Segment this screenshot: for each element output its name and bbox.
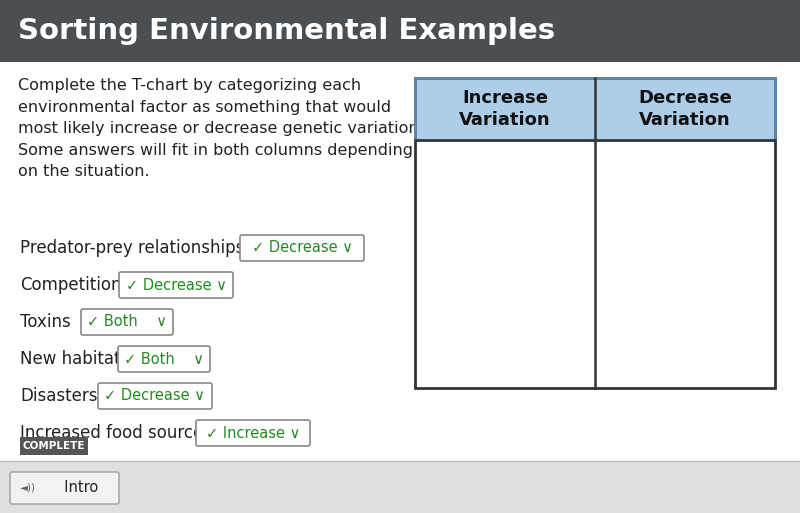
Text: ✓ Decrease ∨: ✓ Decrease ∨ [105,388,206,404]
FancyBboxPatch shape [0,0,800,62]
Text: ✓ Decrease ∨: ✓ Decrease ∨ [126,278,226,292]
Text: Increase
Variation: Increase Variation [459,89,551,129]
FancyBboxPatch shape [118,346,210,372]
FancyBboxPatch shape [10,472,119,504]
Text: Competition: Competition [20,276,122,294]
FancyBboxPatch shape [0,461,800,513]
FancyBboxPatch shape [20,437,88,455]
FancyBboxPatch shape [0,62,800,461]
FancyBboxPatch shape [415,78,775,140]
FancyBboxPatch shape [240,235,364,261]
FancyBboxPatch shape [81,309,173,335]
Text: ◄)): ◄)) [20,483,36,493]
FancyBboxPatch shape [98,383,212,409]
Text: Complete the T-chart by categorizing each
environmental factor as something that: Complete the T-chart by categorizing eac… [18,78,424,180]
Text: Disasters: Disasters [20,387,98,405]
Text: Decrease
Variation: Decrease Variation [638,89,732,129]
FancyBboxPatch shape [119,272,233,298]
Text: ✓ Both    ∨: ✓ Both ∨ [124,351,204,366]
Text: Predator-prey relationships: Predator-prey relationships [20,239,244,257]
Text: New habitat: New habitat [20,350,121,368]
Text: Sorting Environmental Examples: Sorting Environmental Examples [18,17,555,45]
Text: ✓ Increase ∨: ✓ Increase ∨ [206,425,300,441]
Text: ✓ Both    ∨: ✓ Both ∨ [87,314,167,329]
FancyBboxPatch shape [196,420,310,446]
Text: Toxins: Toxins [20,313,70,331]
Text: COMPLETE: COMPLETE [22,441,86,451]
FancyBboxPatch shape [415,140,775,388]
Text: Intro: Intro [55,481,98,496]
Text: ✓ Decrease ∨: ✓ Decrease ∨ [251,241,353,255]
Text: Increased food source: Increased food source [20,424,203,442]
